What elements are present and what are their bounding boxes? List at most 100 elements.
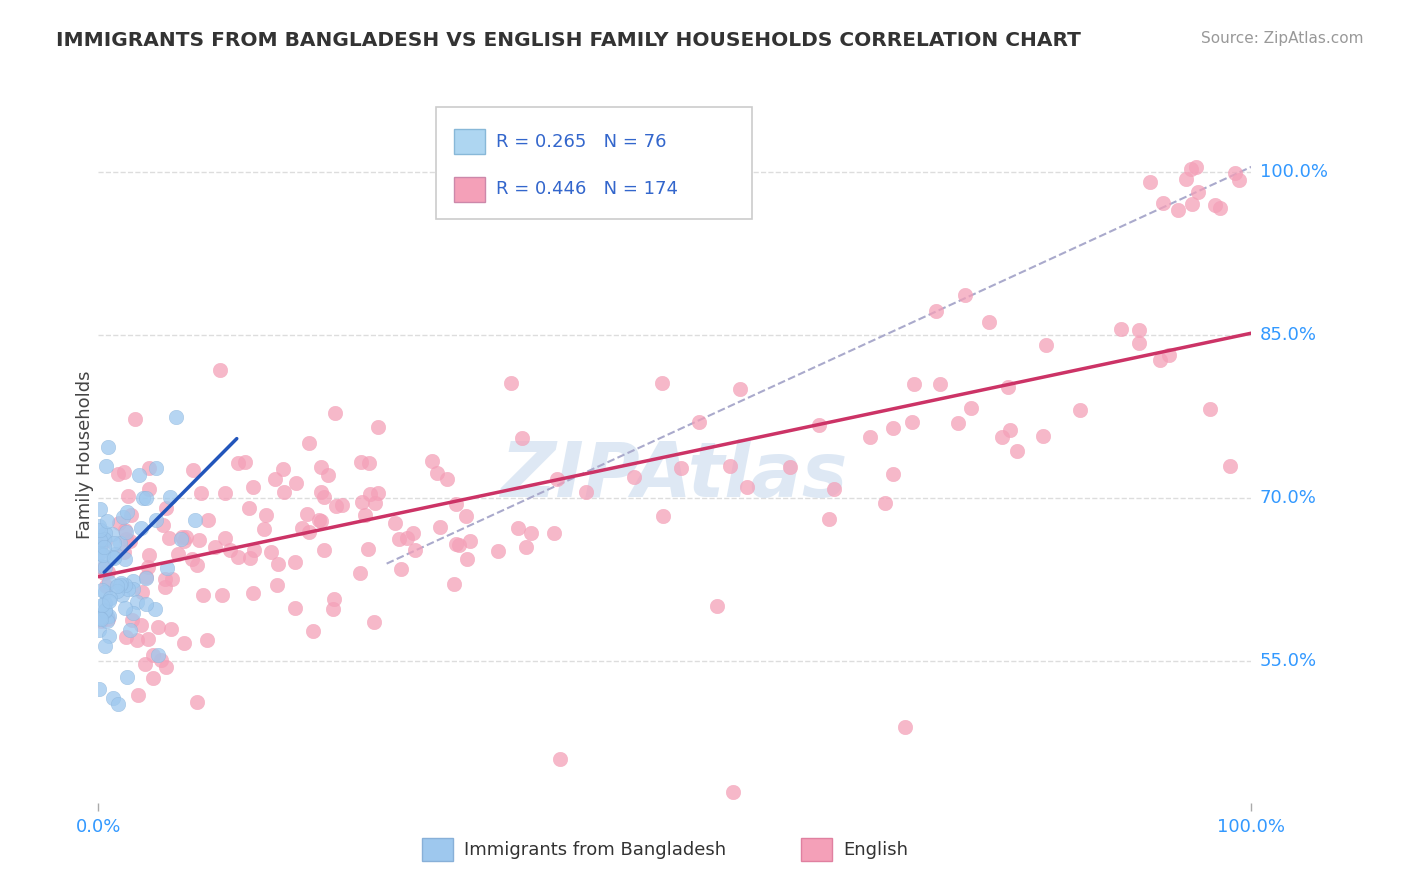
Point: [135, 597, 157, 611]
Point: [1181, 196, 1204, 211]
Point: [1005, 443, 1028, 458]
Point: [138, 460, 160, 475]
Point: [389, 562, 412, 576]
Point: [325, 499, 347, 513]
Point: [100, 591, 122, 606]
Point: [114, 551, 136, 566]
Point: [214, 486, 236, 500]
Point: [623, 470, 645, 484]
Point: [96, 615, 118, 629]
Point: [173, 635, 195, 649]
Point: [285, 476, 308, 491]
Point: [1128, 323, 1150, 337]
Point: [89, 540, 111, 554]
Point: [349, 566, 371, 581]
Point: [298, 524, 321, 539]
Text: R = 0.446   N = 174: R = 0.446 N = 174: [496, 180, 678, 198]
Text: Immigrants from Bangladesh: Immigrants from Bangladesh: [464, 840, 725, 859]
Point: [120, 624, 142, 638]
Point: [219, 543, 242, 558]
Point: [93, 596, 115, 610]
Point: [367, 420, 389, 434]
Point: [186, 694, 208, 708]
Point: [903, 376, 925, 391]
Point: [90, 612, 112, 626]
Point: [350, 454, 373, 468]
Point: [89, 610, 111, 624]
Point: [108, 578, 131, 592]
Point: [97, 440, 120, 454]
Point: [543, 526, 565, 541]
Point: [447, 538, 470, 552]
Point: [242, 585, 264, 599]
Text: 85.0%: 85.0%: [1260, 326, 1316, 344]
Point: [1167, 202, 1189, 217]
Point: [422, 454, 444, 468]
Point: [575, 485, 598, 500]
Text: R = 0.265   N = 76: R = 0.265 N = 76: [496, 133, 666, 151]
Point: [873, 496, 896, 510]
Point: [87, 518, 110, 533]
Point: [89, 501, 111, 516]
Point: [291, 521, 314, 535]
Point: [546, 472, 568, 486]
Point: [273, 485, 295, 500]
Point: [105, 579, 128, 593]
Point: [93, 532, 115, 546]
Point: [180, 551, 202, 566]
Point: [90, 583, 112, 598]
Point: [93, 561, 115, 575]
Point: [1209, 201, 1232, 215]
Point: [101, 527, 124, 541]
Text: 55.0%: 55.0%: [1260, 652, 1317, 671]
Point: [122, 582, 145, 596]
Point: [159, 491, 181, 505]
Point: [1159, 348, 1181, 362]
Text: 100.0%: 100.0%: [1260, 163, 1327, 181]
Point: [384, 516, 406, 530]
Point: [302, 624, 325, 638]
Point: [174, 530, 197, 544]
Point: [197, 513, 219, 527]
Point: [104, 547, 127, 561]
Point: [120, 508, 142, 522]
Point: [316, 467, 339, 482]
Point: [894, 720, 917, 734]
Point: [96, 609, 118, 624]
Point: [357, 542, 380, 557]
Point: [402, 526, 425, 541]
Point: [152, 518, 174, 533]
Point: [108, 516, 131, 530]
Point: [89, 611, 111, 625]
Point: [107, 467, 129, 481]
Point: [112, 465, 135, 479]
Point: [1149, 353, 1171, 368]
Point: [367, 486, 389, 500]
Text: English: English: [844, 840, 908, 859]
Point: [352, 495, 374, 509]
Point: [153, 572, 176, 586]
Text: ZIPAtlas: ZIPAtlas: [501, 439, 849, 513]
Point: [510, 431, 533, 445]
Point: [651, 376, 673, 391]
Point: [214, 531, 236, 545]
Point: [132, 491, 155, 506]
Point: [323, 406, 346, 420]
Text: Source: ZipAtlas.com: Source: ZipAtlas.com: [1201, 31, 1364, 46]
Point: [363, 615, 385, 629]
Point: [138, 482, 160, 496]
Point: [1175, 172, 1198, 186]
Point: [901, 415, 924, 429]
Point: [94, 459, 117, 474]
Point: [94, 533, 117, 548]
Point: [93, 566, 115, 581]
Point: [142, 671, 165, 685]
Point: [97, 594, 120, 608]
Point: [254, 508, 277, 523]
Point: [145, 512, 167, 526]
Point: [103, 551, 125, 566]
Point: [103, 536, 125, 550]
Point: [359, 456, 381, 470]
Point: [1109, 322, 1132, 336]
Point: [295, 507, 318, 521]
